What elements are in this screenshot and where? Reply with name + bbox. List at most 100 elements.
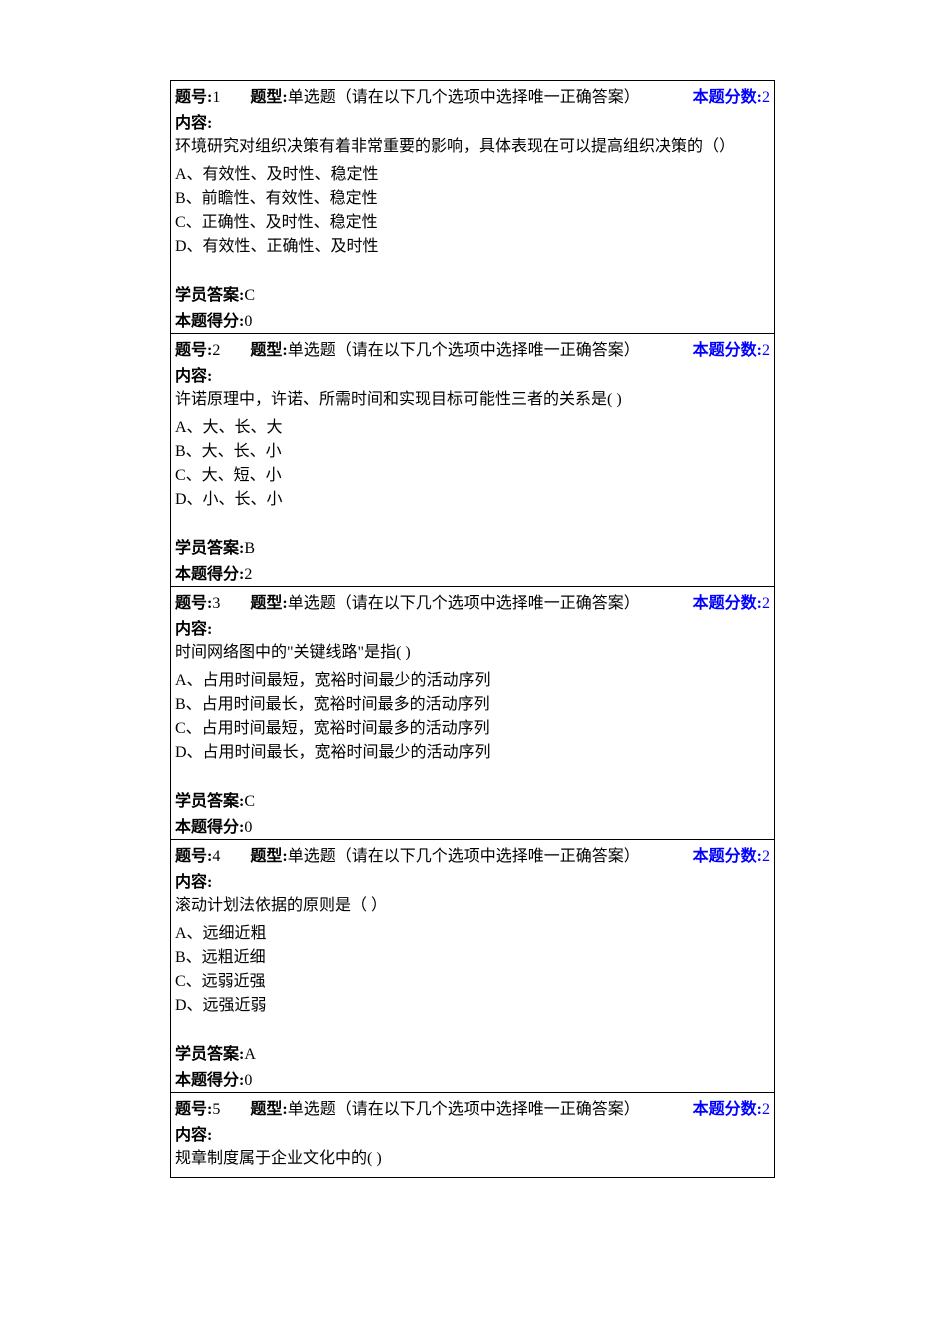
question-type-label: 题型: xyxy=(250,589,287,613)
table-row: 题号:5 题型:单选题（请在以下几个选项中选择唯一正确答案）本题分数:2 内容:规章… xyxy=(171,1093,775,1178)
question-header: 题号:5 题型:单选题（请在以下几个选项中选择唯一正确答案）本题分数:2 xyxy=(175,1095,770,1119)
earned-score-label: 本题得分: xyxy=(175,313,244,330)
content-label: 内容: xyxy=(175,109,770,133)
question-type-label: 题型: xyxy=(250,336,287,360)
content-label: 内容: xyxy=(175,615,770,639)
question-type-label: 题型: xyxy=(250,842,287,866)
student-answer-line: 学员答案:C xyxy=(175,787,770,811)
question-stem: 滚动计划法依据的原则是（ ） xyxy=(175,894,770,918)
question-option: C、正确性、及时性、稳定性 xyxy=(175,211,770,235)
blank-spacer xyxy=(175,259,770,279)
question-type-value: 单选题（请在以下几个选项中选择唯一正确答案） xyxy=(288,842,693,866)
question-option: C、大、短、小 xyxy=(175,464,770,488)
question-stem: 规章制度属于企业文化中的( ) xyxy=(175,1147,770,1171)
earned-score-line: 本题得分:0 xyxy=(175,813,770,837)
question-stem: 环境研究对组织决策有着非常重要的影响，具体表现在可以提高组织决策的（） xyxy=(175,135,770,159)
earned-score-label: 本题得分: xyxy=(175,819,244,836)
student-answer-label: 学员答案: xyxy=(175,540,244,557)
question-option: B、前瞻性、有效性、稳定性 xyxy=(175,187,770,211)
question-option: D、占用时间最长，宽裕时间最少的活动序列 xyxy=(175,741,770,765)
earned-score-value: 0 xyxy=(244,1072,252,1089)
content-label: 内容: xyxy=(175,362,770,386)
question-score-label: 本题分数: xyxy=(693,1095,762,1119)
question-number-value: 2 xyxy=(212,342,220,360)
student-answer-label: 学员答案: xyxy=(175,793,244,810)
table-row: 题号:3 题型:单选题（请在以下几个选项中选择唯一正确答案）本题分数:2 内容:时间… xyxy=(171,587,775,840)
question-score-value: 2 xyxy=(762,595,770,613)
question-number-value: 4 xyxy=(212,848,220,866)
question-score-value: 2 xyxy=(762,342,770,360)
question-option: B、大、长、小 xyxy=(175,440,770,464)
question-cell: 题号:4 题型:单选题（请在以下几个选项中选择唯一正确答案）本题分数:2 内容:滚动… xyxy=(171,840,775,1093)
question-type-value: 单选题（请在以下几个选项中选择唯一正确答案） xyxy=(288,83,693,107)
question-score-label: 本题分数: xyxy=(693,83,762,107)
question-cell: 题号:5 题型:单选题（请在以下几个选项中选择唯一正确答案）本题分数:2 内容:规章… xyxy=(171,1093,775,1178)
table-row: 题号:2题型:单选题（请在以下几个选项中选择唯一正确答案）本题分数:2内容:许诺… xyxy=(171,334,775,587)
question-cell: 题号:1 题型:单选题（请在以下几个选项中选择唯一正确答案）本题分数:2 内容:环境… xyxy=(171,81,775,334)
question-header: 题号:3 题型:单选题（请在以下几个选项中选择唯一正确答案）本题分数:2 xyxy=(175,589,770,613)
student-answer-value: C xyxy=(244,287,255,304)
question-stem: 时间网络图中的"关键线路"是指( ) xyxy=(175,641,770,665)
question-score-label: 本题分数: xyxy=(693,336,762,360)
question-option: C、远弱近强 xyxy=(175,970,770,994)
exam-questions-table: 题号:1题型:单选题（请在以下几个选项中选择唯一正确答案）本题分数:2内容:环境… xyxy=(170,80,775,1178)
question-option: D、小、长、小 xyxy=(175,488,770,512)
student-answer-value: B xyxy=(244,540,255,557)
content-label: 内容: xyxy=(175,868,770,892)
question-score-value: 2 xyxy=(762,89,770,107)
blank-spacer xyxy=(175,512,770,532)
question-score-label: 本题分数: xyxy=(693,842,762,866)
question-option: D、有效性、正确性、及时性 xyxy=(175,235,770,259)
blank-spacer xyxy=(175,1018,770,1038)
question-score-label: 本题分数: xyxy=(693,589,762,613)
student-answer-line: 学员答案:A xyxy=(175,1040,770,1064)
question-header: 题号:4 题型:单选题（请在以下几个选项中选择唯一正确答案）本题分数:2 xyxy=(175,842,770,866)
table-row: 题号:4 题型:单选题（请在以下几个选项中选择唯一正确答案）本题分数:2 内容:滚动… xyxy=(171,840,775,1093)
earned-score-line: 本题得分:2 xyxy=(175,560,770,584)
student-answer-label: 学员答案: xyxy=(175,287,244,304)
question-number-value: 3 xyxy=(212,595,220,613)
question-header: 题号:1 题型:单选题（请在以下几个选项中选择唯一正确答案）本题分数:2 xyxy=(175,83,770,107)
student-answer-label: 学员答案: xyxy=(175,1046,244,1063)
question-score-value: 2 xyxy=(762,1101,770,1119)
question-option: B、占用时间最长，宽裕时间最多的活动序列 xyxy=(175,693,770,717)
student-answer-value: C xyxy=(244,793,255,810)
earned-score-label: 本题得分: xyxy=(175,1072,244,1089)
earned-score-value: 0 xyxy=(244,819,252,836)
earned-score-line: 本题得分:0 xyxy=(175,1066,770,1090)
question-type-label: 题型: xyxy=(250,1095,287,1119)
earned-score-value: 0 xyxy=(244,313,252,330)
student-answer-line: 学员答案:C xyxy=(175,281,770,305)
question-type-value: 单选题（请在以下几个选项中选择唯一正确答案） xyxy=(288,1095,693,1119)
question-option: A、占用时间最短，宽裕时间最少的活动序列 xyxy=(175,669,770,693)
question-number-label: 题号: xyxy=(175,336,212,360)
earned-score-line: 本题得分:0 xyxy=(175,307,770,331)
student-answer-line: 学员答案:B xyxy=(175,534,770,558)
earned-score-value: 2 xyxy=(244,566,252,583)
question-number-label: 题号: xyxy=(175,1095,212,1119)
question-option: D、远强近弱 xyxy=(175,994,770,1018)
question-cell: 题号:3 题型:单选题（请在以下几个选项中选择唯一正确答案）本题分数:2 内容:时间… xyxy=(171,587,775,840)
student-answer-value: A xyxy=(244,1046,256,1063)
question-type-value: 单选题（请在以下几个选项中选择唯一正确答案） xyxy=(288,589,693,613)
question-type-value: 单选题（请在以下几个选项中选择唯一正确答案） xyxy=(288,336,693,360)
question-option: B、远粗近细 xyxy=(175,946,770,970)
question-stem: 许诺原理中，许诺、所需时间和实现目标可能性三者的关系是( ) xyxy=(175,388,770,412)
earned-score-label: 本题得分: xyxy=(175,566,244,583)
blank-spacer xyxy=(175,765,770,785)
question-header: 题号:2题型:单选题（请在以下几个选项中选择唯一正确答案）本题分数:2 xyxy=(175,336,770,360)
question-type-label: 题型: xyxy=(250,83,287,107)
question-number-label: 题号: xyxy=(175,842,212,866)
question-number-label: 题号: xyxy=(175,589,212,613)
question-option: A、大、长、大 xyxy=(175,416,770,440)
question-cell: 题号:2题型:单选题（请在以下几个选项中选择唯一正确答案）本题分数:2内容:许诺… xyxy=(171,334,775,587)
question-option: A、有效性、及时性、稳定性 xyxy=(175,163,770,187)
question-option: C、占用时间最短，宽裕时间最多的活动序列 xyxy=(175,717,770,741)
question-option: A、远细近粗 xyxy=(175,922,770,946)
question-number-value: 5 xyxy=(212,1101,220,1119)
question-number-label: 题号: xyxy=(175,83,212,107)
question-score-value: 2 xyxy=(762,848,770,866)
questions-tbody: 题号:1题型:单选题（请在以下几个选项中选择唯一正确答案）本题分数:2内容:环境… xyxy=(171,81,775,1178)
content-label: 内容: xyxy=(175,1121,770,1145)
question-number-value: 1 xyxy=(212,89,220,107)
